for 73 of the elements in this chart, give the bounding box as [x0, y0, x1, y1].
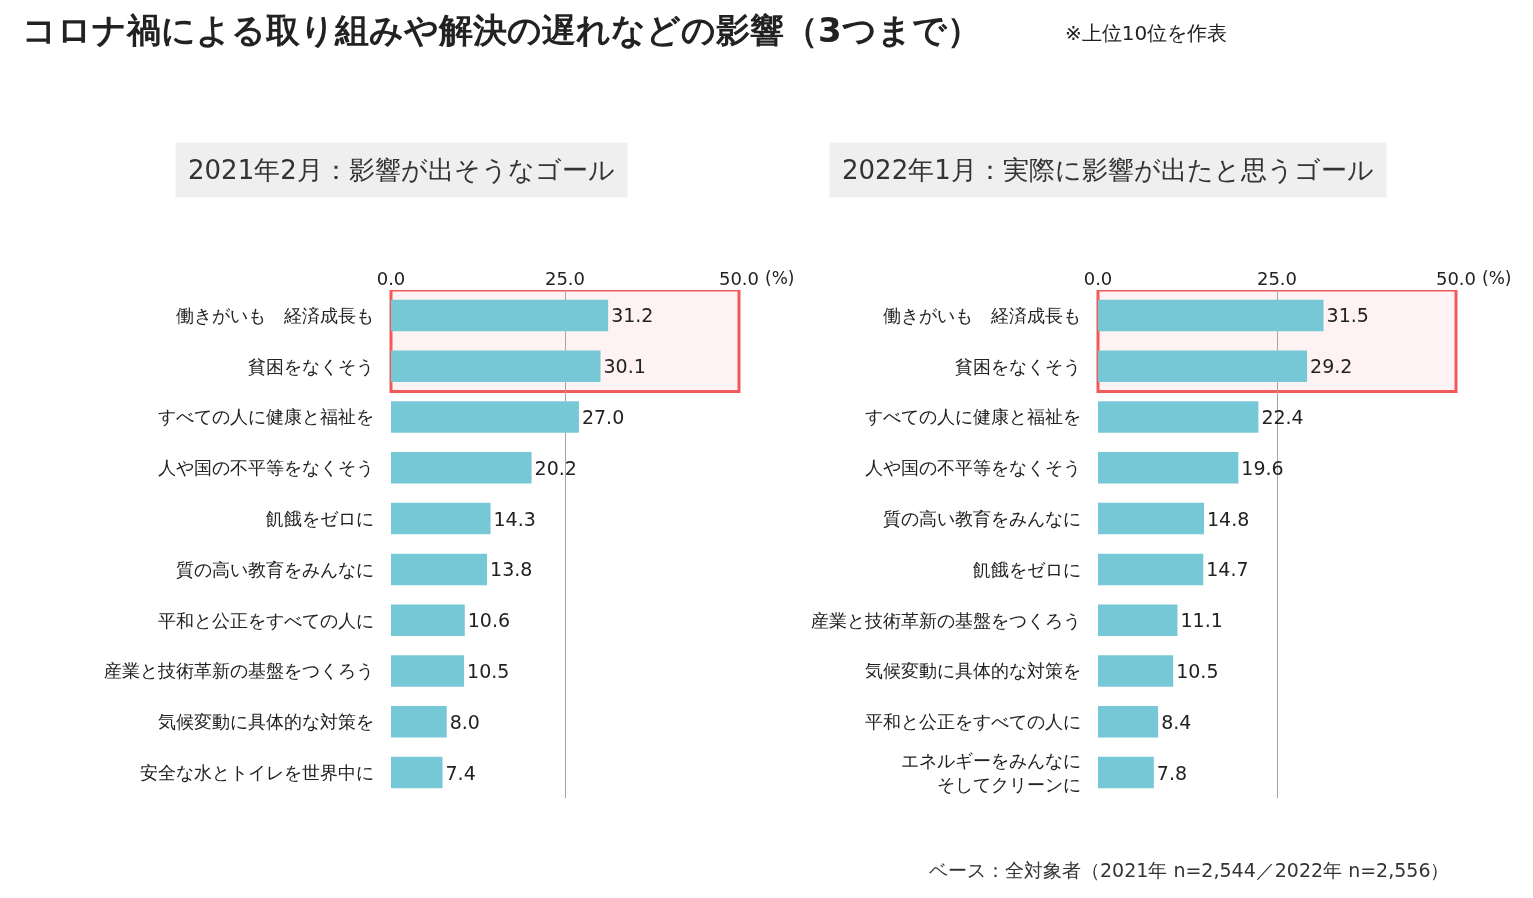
y-tick-label: 働きがいも 経済成長も	[883, 304, 1081, 326]
data-label: 10.6	[467, 609, 511, 632]
data-label: 14.3	[493, 507, 536, 530]
x-axis-title: (%)	[765, 268, 795, 288]
data-label: 11.1	[1180, 609, 1223, 632]
bar	[391, 401, 579, 433]
data-label: 13.8	[490, 558, 533, 581]
x-tick-label: 25.0	[544, 268, 586, 290]
data-label: 20.2	[534, 456, 577, 479]
bar	[391, 604, 465, 636]
bar	[391, 502, 491, 535]
x-axis-title: (%)	[1482, 268, 1512, 288]
y-tick-label: 人や国の不平等をなくそう	[865, 457, 1081, 479]
y-tick-label: 平和と公正をすべての人に	[865, 711, 1081, 733]
y-tick-label: 平和と公正をすべての人に	[158, 609, 374, 631]
y-tick-label: 産業と技術革新の基盤をつくろう	[104, 660, 374, 682]
bar	[391, 299, 609, 332]
bar	[391, 452, 532, 484]
bar	[1098, 452, 1239, 484]
data-label: 10.5	[467, 660, 510, 682]
data-label: 8.4	[1161, 710, 1192, 733]
text: コロナ禍による取り組みや解決の遅れなどの影響（3つまで）	[22, 10, 981, 50]
y-tick-label: 飢餓をゼロに	[973, 558, 1081, 580]
y-tick-label: 気候変動に具体的な対策を	[158, 711, 374, 733]
bar	[1098, 706, 1159, 738]
data-label: 7.4	[445, 761, 476, 784]
x-tick-label: 0.0	[1083, 268, 1113, 290]
y-tick-label: 質の高い教育をみんなに	[883, 507, 1081, 529]
bar	[391, 350, 601, 382]
data-label: 10.5	[1176, 660, 1219, 682]
bar	[391, 756, 443, 789]
bar	[1098, 604, 1178, 636]
data-label: 14.7	[1206, 558, 1249, 581]
y-tick-label: 気候変動に具体的な対策を	[865, 660, 1081, 682]
x-tick-label: 50.0	[718, 268, 760, 290]
data-label: 22.4	[1261, 406, 1304, 428]
bar	[391, 706, 447, 738]
x-tick-label: 50.0	[1435, 268, 1477, 290]
x-tick-label: 25.0	[1256, 268, 1298, 290]
chart-title: 2022年1月：実際に影響が出たと思うゴール	[842, 155, 1374, 185]
bar	[1098, 401, 1259, 433]
bar	[1098, 655, 1174, 687]
y-tick-label: 産業と技術革新の基盤をつくろう	[811, 609, 1081, 631]
text: ベース：全対象者（2021年 n=2,544／2022年 n=2,556）	[929, 859, 1450, 881]
y-tick-label: 貧困をなくそう	[955, 355, 1081, 377]
bar	[391, 553, 488, 586]
text: ※上位10位を作表	[1065, 21, 1228, 45]
bar	[391, 655, 465, 687]
chart-title: 2021年2月：影響が出そうなゴール	[188, 155, 615, 185]
data-label: 29.2	[1310, 355, 1353, 378]
data-label: 7.8	[1156, 761, 1188, 784]
bar	[1098, 502, 1204, 535]
data-label: 27.0	[581, 406, 625, 428]
y-tick-label: 人や国の不平等をなくそう	[158, 457, 374, 479]
data-label: 19.6	[1241, 456, 1284, 479]
bar	[1098, 350, 1308, 382]
data-label: 31.5	[1326, 304, 1369, 327]
x-tick-label: 0.0	[376, 268, 406, 290]
y-tick-label: すべての人に健康と福祉を	[865, 406, 1081, 428]
y-tick-label: 安全な水とトイレを世界中に	[140, 761, 374, 783]
y-tick-label: 飢餓をゼロに	[266, 507, 374, 529]
data-label: 8.0	[449, 710, 480, 733]
data-label: 31.2	[611, 304, 654, 327]
y-tick-label: 質の高い教育をみんなに	[176, 558, 374, 580]
bar	[1098, 756, 1154, 789]
y-tick-label: 働きがいも 経済成長も	[176, 304, 374, 326]
y-tick-label: 貧困をなくそう	[248, 355, 374, 377]
bar	[1098, 299, 1324, 332]
y-tick-label: すべての人に健康と福祉を	[158, 406, 374, 428]
bar	[1098, 553, 1204, 586]
data-label: 30.1	[603, 355, 646, 378]
y-tick-label: エネルギーをみんなにそしてクリーンに	[901, 750, 1081, 795]
data-label: 14.8	[1206, 507, 1250, 530]
